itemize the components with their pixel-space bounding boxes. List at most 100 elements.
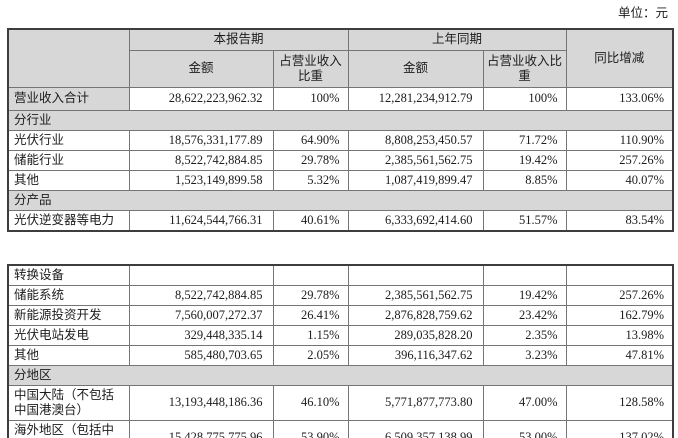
- table-row: 光伏行业 18,576,331,177.89 64.90% 8,808,253,450…: [7, 129, 674, 151]
- prior-share-cell: 8.85%: [482, 169, 567, 191]
- prior-share-cell: 3.23%: [482, 344, 567, 366]
- current-share-cell: [272, 264, 349, 286]
- section-label: 分地区: [7, 364, 674, 386]
- prior-share-cell: 19.42%: [482, 149, 567, 171]
- row-label-cell: 新能源投资开发: [7, 304, 130, 326]
- current-share-cell: 46.10%: [272, 384, 349, 421]
- prior-amount-cell: 5,771,877,773.80: [347, 384, 484, 421]
- current-amount-cell: 15,428,775,775.96: [128, 419, 274, 438]
- revenue-table-part1: 本报告期 上年同期 同比增减 金额 占营业收入比重 金额 占营业收入比重 营业收…: [7, 28, 675, 232]
- row-label-cell: 储能行业: [7, 149, 130, 171]
- prior-amount-cell: 396,116,347.62: [347, 344, 484, 366]
- yoy-cell: 128.58%: [565, 384, 674, 421]
- yoy-cell: [565, 264, 674, 286]
- current-share-cell: 5.32%: [272, 169, 349, 191]
- table-row: 光伏逆变器等电力 11,624,544,766.31 40.61% 6,333,692…: [7, 209, 674, 231]
- prior-share-cell: [482, 264, 567, 286]
- current-share-header: 占营业收入比重: [272, 49, 349, 88]
- row-label-cell: 海外地区（包括中国港澳台）: [7, 419, 130, 438]
- section-row: 分行业: [7, 109, 674, 131]
- yoy-cell: 110.90%: [565, 129, 674, 151]
- prior-amount-cell: 6,333,692,414.60: [347, 209, 484, 231]
- row-label-cell: 中国大陆（不包括中国港澳台）: [7, 384, 130, 421]
- current-amount-cell: 8,522,742,884.85: [128, 149, 274, 171]
- yoy-cell: 257.26%: [565, 284, 674, 306]
- revenue-table-body-part2: 转换设备 储能系统 8,522,742,884.85 29.78% 2,385,561,…: [7, 264, 674, 438]
- prior-amount-header: 金额: [347, 49, 484, 88]
- current-amount-cell: 13,193,448,186.36: [128, 384, 274, 421]
- prior-share-cell: 51.57%: [482, 209, 567, 231]
- current-amount-cell: 329,448,335.14: [128, 324, 274, 346]
- section-label: 分产品: [7, 189, 674, 211]
- yoy-cell: 13.98%: [565, 324, 674, 346]
- yoy-cell: 137.02%: [565, 419, 674, 438]
- prior-amount-cell: 12,281,234,912.79: [347, 86, 484, 111]
- current-share-cell: 40.61%: [272, 209, 349, 231]
- prior-amount-cell: 1,087,419,899.47: [347, 169, 484, 191]
- current-share-cell: 100%: [272, 86, 349, 111]
- table-row: 转换设备: [7, 264, 674, 286]
- row-label-cell: 储能系统: [7, 284, 130, 306]
- yoy-cell: 133.06%: [565, 86, 674, 111]
- row-label-cell: 光伏电站发电: [7, 324, 130, 346]
- prior-amount-cell: 2,385,561,562.75: [347, 149, 484, 171]
- prior-amount-cell: 2,385,561,562.75: [347, 284, 484, 306]
- table-row: 海外地区（包括中国港澳台）15,428,775,775.9653.90%6,50…: [7, 419, 674, 438]
- current-share-cell: 29.78%: [272, 149, 349, 171]
- table-row: 光伏电站发电 329,448,335.14 1.15% 289,035,828.20 2…: [7, 324, 674, 346]
- unit-label: 单位：元: [617, 6, 668, 20]
- current-amount-cell: [128, 264, 274, 286]
- prior-amount-cell: [347, 264, 484, 286]
- prior-share-cell: 71.72%: [482, 129, 567, 151]
- row-label-cell: 光伏逆变器等电力: [7, 209, 130, 231]
- current-amount-cell: 18,576,331,177.89: [128, 129, 274, 151]
- yoy-cell: 40.07%: [565, 169, 674, 191]
- current-share-cell: 53.90%: [272, 419, 349, 438]
- row-label-cell: 营业收入合计: [7, 86, 130, 111]
- current-share-cell: 29.78%: [272, 284, 349, 306]
- current-share-cell: 2.05%: [272, 344, 349, 366]
- yoy-cell: 257.26%: [565, 149, 674, 171]
- prior-share-cell: 53.00%: [482, 419, 567, 438]
- yoy-change-header: 同比增减: [565, 28, 674, 88]
- row-label-cell: 其他: [7, 169, 130, 191]
- prior-share-cell: 47.00%: [482, 384, 567, 421]
- page-break-gap: [0, 232, 678, 264]
- current-amount-cell: 28,622,223,962.32: [128, 86, 274, 111]
- table-row: 新能源投资开发 7,560,007,272.37 26.41% 2,876,828,7…: [7, 304, 674, 326]
- prior-amount-cell: 289,035,828.20: [347, 324, 484, 346]
- yoy-cell: 83.54%: [565, 209, 674, 231]
- row-label-cell: 其他: [7, 344, 130, 366]
- current-amount-cell: 7,560,007,272.37: [128, 304, 274, 326]
- prior-share-cell: 19.42%: [482, 284, 567, 306]
- revenue-table-part2: 转换设备 储能系统 8,522,742,884.85 29.78% 2,385,561,…: [7, 263, 674, 438]
- section-row: 分产品: [7, 189, 674, 211]
- section-label: 分行业: [7, 109, 674, 131]
- prior-share-cell: 2.35%: [482, 324, 567, 346]
- row-label-cell: 转换设备: [7, 264, 130, 286]
- prior-amount-cell: 8,808,253,450.57: [347, 129, 484, 151]
- yoy-cell: 162.79%: [565, 304, 674, 326]
- table-row: 储能系统 8,522,742,884.85 29.78% 2,385,561,562.…: [7, 284, 674, 306]
- prior-share-header: 占营业收入比重: [482, 49, 567, 88]
- current-amount-cell: 585,480,703.65: [128, 344, 274, 366]
- prior-share-cell: 23.42%: [482, 304, 567, 326]
- prior-period-header: 上年同期: [347, 28, 567, 51]
- table-row: 储能行业 8,522,742,884.85 29.78% 2,385,561,562.…: [7, 149, 674, 171]
- current-amount-cell: 1,523,149,899.58: [128, 169, 274, 191]
- section-row: 分地区: [7, 364, 674, 386]
- table-row: 其他 1,523,149,899.58 5.32% 1,087,419,899.47 8…: [7, 169, 674, 191]
- current-amount-cell: 8,522,742,884.85: [128, 284, 274, 306]
- corner-cell: [7, 28, 130, 88]
- revenue-table-body-part1: 营业收入合计 28,622,223,962.32 100% 12,281,234,91…: [7, 86, 674, 231]
- table-row: 营业收入合计 28,622,223,962.32 100% 12,281,234,91…: [7, 86, 674, 111]
- prior-amount-cell: 6,509,357,138.99: [347, 419, 484, 438]
- yoy-cell: 47.81%: [565, 344, 674, 366]
- prior-share-cell: 100%: [482, 86, 567, 111]
- current-share-cell: 26.41%: [272, 304, 349, 326]
- current-period-header: 本报告期: [128, 28, 349, 51]
- prior-amount-cell: 2,876,828,759.62: [347, 304, 484, 326]
- current-amount-cell: 11,624,544,766.31: [128, 209, 274, 231]
- table-row: 其他 585,480,703.65 2.05% 396,116,347.62 3.23%…: [7, 344, 674, 366]
